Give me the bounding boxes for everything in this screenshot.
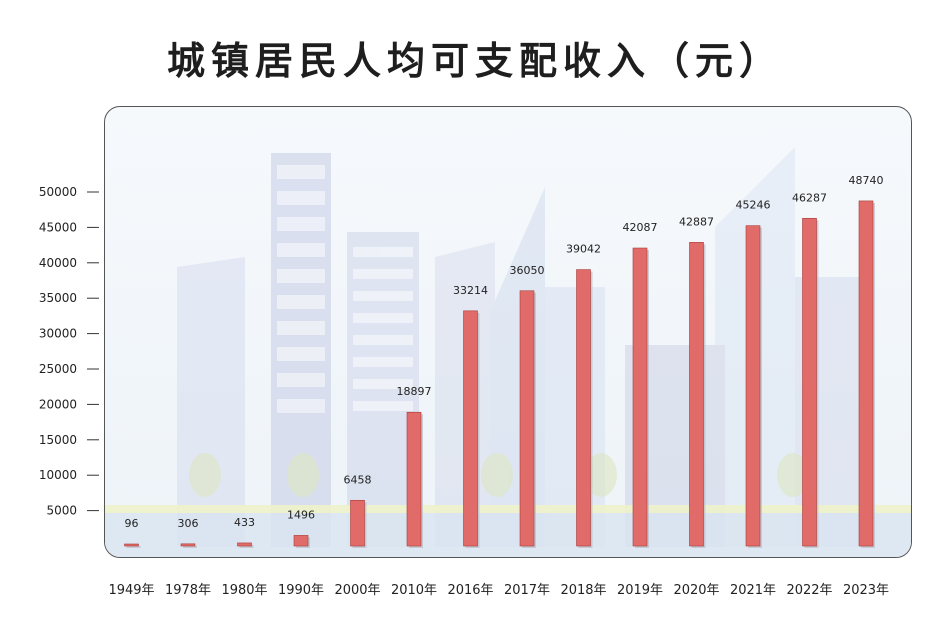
window-shape [277,269,325,283]
window-shape [353,357,413,367]
y-tick-label: 45000 [39,220,77,234]
bar-value-label: 33214 [453,284,488,297]
window-shape [353,313,413,323]
window-shape [277,217,325,231]
window-shape [353,291,413,301]
window-shape [277,243,325,257]
data-labels: 96 306 433 1496 6458 18897 33214 36050 39042 4208… [125,174,884,530]
bar [406,411,422,547]
bar-value-label: 36050 [510,264,545,277]
bar-value-label: 39042 [566,243,601,256]
x-category-label: 2022年 [786,583,832,598]
x-category-label: 2000年 [334,583,380,598]
bar [124,543,139,547]
bar [632,247,648,547]
bar [463,310,478,547]
x-category-label: 2021年 [730,583,776,598]
bar-series [124,200,875,549]
x-category-label: 2016年 [447,583,493,598]
ground-strip [105,505,911,513]
window-shape [277,191,325,205]
bar-value-label: 42887 [679,215,714,228]
window-shape [277,347,325,361]
y-tick-label: 5000 [46,504,77,518]
window-shape [277,321,325,335]
x-category-label: 1990年 [278,583,324,598]
y-tick-label: 50000 [39,185,77,199]
bar [802,217,817,547]
bar [745,225,761,547]
y-tick-label: 25000 [39,362,77,376]
x-category-label: 2020年 [673,583,719,598]
bar-value-label: 46287 [792,191,827,204]
x-category-label: 1949年 [108,583,154,598]
x-category-label: 1978年 [165,583,211,598]
bar [576,269,591,547]
tree-shape [189,453,221,497]
window-shape [277,373,325,387]
bar [858,200,874,547]
window-shape [353,379,413,389]
window-shape [353,335,413,345]
bar [689,242,704,547]
bar-shadow [183,545,197,548]
bar-value-label: 433 [234,516,255,529]
window-shape [277,399,325,413]
y-tick-label: 30000 [39,327,77,341]
bar [180,543,196,547]
tree-shape [287,453,319,497]
bar-value-label: 96 [125,517,139,530]
tree-shape [777,453,809,497]
bar-value-label: 306 [178,517,199,530]
y-tick-label: 15000 [39,433,77,447]
bar-value-label: 42087 [623,221,658,234]
window-shape [353,269,413,279]
bar [237,542,252,547]
x-category-label: 1980年 [221,583,267,598]
x-axis: 1949年 1978年 1980年 1990年 2000年 2010年 2016年 2017年… [108,583,889,598]
y-tick-label: 10000 [39,468,77,482]
ground-plaza [105,513,911,557]
building-shape [545,287,605,547]
y-axis: 5000 10000 15000 20000 25000 30000 35000 40000 4… [39,185,99,518]
bar-value-label: 18897 [397,385,432,398]
x-category-label: 2010年 [391,583,437,598]
bar [519,290,535,547]
window-shape [353,247,413,257]
x-category-label: 2018年 [560,583,606,598]
bar-value-label: 45246 [736,199,771,212]
x-category-label: 2017年 [504,583,550,598]
tree-shape [585,453,617,497]
bar-shadow [239,544,254,548]
window-shape [277,295,325,309]
y-tick-label: 35000 [39,291,77,305]
y-tick-label: 40000 [39,256,77,270]
y-tick-label: 20000 [39,397,77,411]
bar [293,535,309,547]
bar-shadow [126,546,141,548]
x-category-label: 2019年 [617,583,663,598]
window-shape [277,165,325,179]
window-shape [353,401,413,411]
bar-value-label: 6458 [344,473,372,486]
tree-shape [481,453,513,497]
bar [350,499,365,547]
chart-title: 城镇居民人均可支配收入（元） [166,38,783,83]
x-category-label: 2023年 [843,583,889,598]
bar-value-label: 1496 [287,508,315,521]
bar-value-label: 48740 [849,174,884,187]
